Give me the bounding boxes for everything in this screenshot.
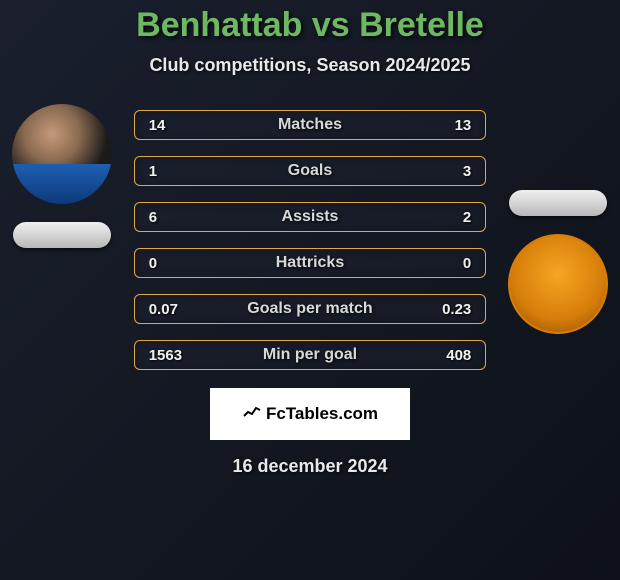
stat-label: Assists — [135, 208, 486, 226]
subtitle: Club competitions, Season 2024/2025 — [0, 55, 620, 76]
stat-label: Goals per match — [135, 300, 486, 318]
stat-label: Goals — [135, 162, 486, 180]
player-right-name-pill — [509, 190, 607, 216]
source-badge: FcTables.com — [210, 388, 410, 440]
stat-label: Min per goal — [135, 346, 486, 364]
stats-column: 14 Matches 13 1 Goals 3 6 Assists 2 0 Ha… — [134, 110, 487, 370]
source-text: FcTables.com — [266, 404, 378, 424]
stat-row-min-per-goal: 1563 Min per goal 408 — [134, 340, 487, 370]
stat-row-goals-per-match: 0.07 Goals per match 0.23 — [134, 294, 487, 324]
stat-label: Matches — [135, 116, 486, 134]
stat-row-hattricks: 0 Hattricks 0 — [134, 248, 487, 278]
right-player-column — [504, 190, 612, 334]
page-title: Benhattab vs Bretelle — [0, 6, 620, 45]
player-left-name-pill — [13, 222, 111, 248]
date-text: 16 december 2024 — [0, 456, 620, 477]
stat-row-goals: 1 Goals 3 — [134, 156, 487, 186]
stat-row-matches: 14 Matches 13 — [134, 110, 487, 140]
player-right-club-logo — [508, 234, 608, 334]
comparison-card: Benhattab vs Bretelle Club competitions,… — [0, 0, 620, 580]
stat-row-assists: 6 Assists 2 — [134, 202, 487, 232]
player-left-avatar — [12, 104, 112, 204]
left-player-column — [8, 104, 116, 248]
stat-label: Hattricks — [135, 254, 486, 272]
main-row: 14 Matches 13 1 Goals 3 6 Assists 2 0 Ha… — [0, 104, 620, 370]
chart-icon — [242, 402, 262, 427]
